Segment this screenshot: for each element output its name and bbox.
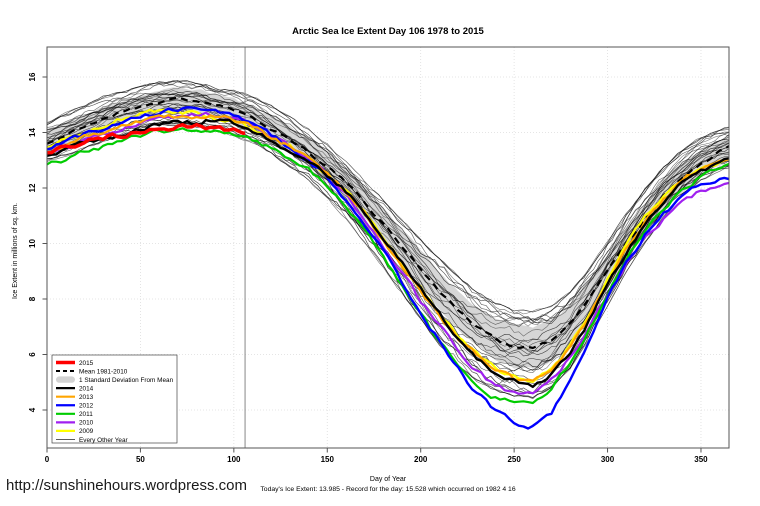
x-tick-label: 200 [414,455,428,464]
year-line [46,96,730,346]
legend-label-every-other-year: Every Other Year [79,437,129,444]
x-tick-label: 250 [507,455,521,464]
y-tick-label: 10 [28,239,37,248]
y-tick-label: 6 [28,352,37,357]
legend-label-2009: 2009 [79,428,94,435]
year-line [46,93,730,342]
y-tick-label: 8 [28,296,37,301]
axes-layer: 0 50 100 150 200 250 300 350 4 6 8 10 12 14 16 [28,46,730,464]
x-tick-label: 0 [45,455,50,464]
x-tick-label: 150 [321,455,335,464]
y-axis-label: Ice Extent in millions of sq. km. [12,203,19,299]
year-line [46,103,730,347]
legend-box [51,354,178,444]
legend-label-2012: 2012 [79,403,94,410]
year-series-layer [46,96,730,430]
chart-title: Arctic Sea Ice Extent Day 106 1978 to 20… [292,26,484,37]
legend-label-2011: 2011 [79,411,93,418]
legend-label-2010: 2010 [79,420,94,427]
legend-label-2015: 2015 [79,360,94,367]
legend-label-mean-1981-2010: Mean 1981-2010 [79,368,128,375]
series-2014 [46,118,730,389]
legend-swatch-1-standard-deviation-from-mean [56,376,75,383]
x-tick-label: 300 [601,455,615,464]
status-line: Today's Ice Extent: 13.985 - Record for … [260,486,515,493]
year-line [46,93,730,322]
series-2013 [46,113,730,382]
legend-label-2013: 2013 [79,394,94,401]
series-2015 [46,122,246,155]
y-tick-label: 12 [28,183,37,192]
site-url: http://sunshinehours.wordpress.com [6,477,247,494]
series-2012 [46,106,730,430]
x-axis-label: Day of Year [370,476,407,483]
x-tick-label: 100 [227,455,241,464]
y-tick-label: 14 [28,128,37,137]
x-tick-label: 350 [694,455,708,464]
year-line [46,80,730,324]
series-mean-1981-2010 [46,96,730,350]
year-line [46,81,730,315]
year-line [46,92,730,322]
x-tick-label: 50 [136,455,145,464]
legend-label-2014: 2014 [79,385,94,392]
year-line [46,90,730,337]
legend-label-1-standard-deviation-from-mean: 1 Standard Deviation From Mean [79,377,174,384]
y-tick-label: 4 [28,407,37,412]
series-2011 [46,127,730,405]
plot-border [46,46,730,449]
y-tick-label: 16 [28,72,37,81]
